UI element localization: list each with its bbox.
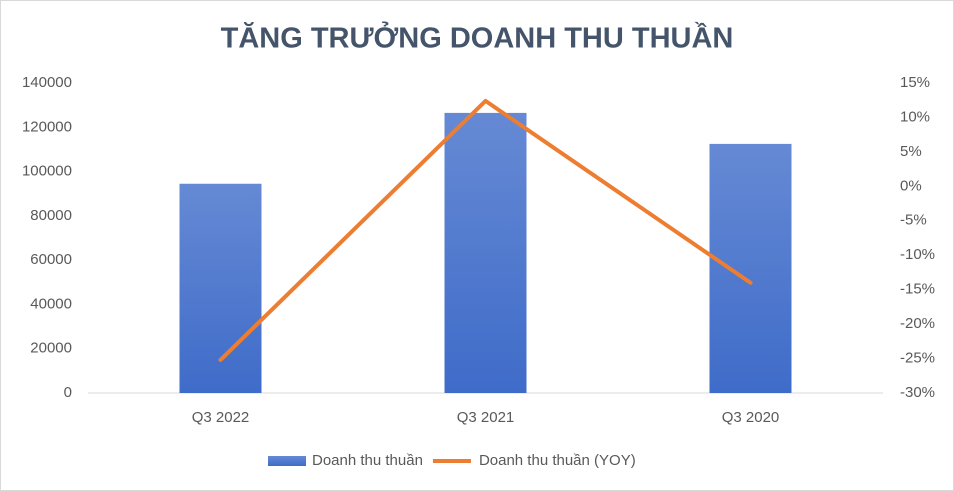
bar xyxy=(709,143,792,393)
chart-title: TĂNG TRƯỞNG DOANH THU THUẦN xyxy=(221,21,734,55)
legend-swatch xyxy=(268,456,306,466)
y-tick-label: 100000 xyxy=(22,163,72,180)
y2-tick-label: -5% xyxy=(900,212,927,229)
x-tick-label: Q3 2021 xyxy=(457,409,515,426)
y2-tick-label: -15% xyxy=(900,281,935,298)
line xyxy=(218,98,753,362)
y2-tick-label: -10% xyxy=(900,246,935,263)
y-tick-label: 20000 xyxy=(30,340,72,357)
y2-tick-label: 0% xyxy=(900,177,922,194)
y-tick-label: 140000 xyxy=(22,74,72,91)
legend-label: Doanh thu thuần xyxy=(312,452,423,469)
y-tick-label: 40000 xyxy=(30,295,72,312)
x-tick-label: Q3 2022 xyxy=(192,409,250,426)
y2-tick-label: -30% xyxy=(900,384,935,401)
y-tick-label: 80000 xyxy=(30,207,72,224)
x-tick-label: Q3 2020 xyxy=(722,409,780,426)
legend-label: Doanh thu thuần (YOY) xyxy=(479,452,636,469)
y2-tick-label: 5% xyxy=(900,143,922,160)
y-tick-label: 60000 xyxy=(30,251,72,268)
y2-tick-label: -20% xyxy=(900,315,935,332)
y2-tick-label: 15% xyxy=(900,74,930,91)
y-tick-label: 0 xyxy=(64,384,72,401)
y2-tick-label: -25% xyxy=(900,350,935,367)
y2-tick-label: 10% xyxy=(900,108,930,125)
bar xyxy=(444,112,527,394)
y-tick-label: 120000 xyxy=(22,118,72,135)
